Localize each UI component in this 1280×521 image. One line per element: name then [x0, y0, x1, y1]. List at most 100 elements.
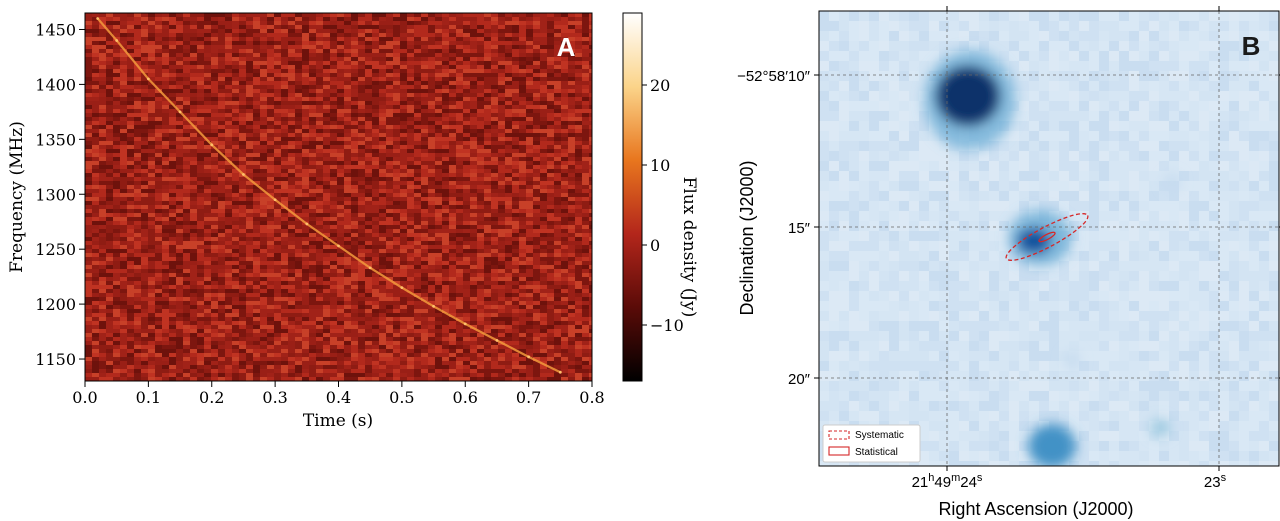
waterfall-pixel	[197, 189, 204, 193]
waterfall-pixel	[400, 209, 407, 213]
waterfall-pixel	[540, 17, 547, 21]
waterfall-pixel	[477, 197, 484, 201]
waterfall-pixel	[365, 129, 372, 133]
waterfall-pixel	[197, 173, 204, 177]
waterfall-pixel	[435, 265, 442, 269]
waterfall-pixel	[407, 45, 414, 49]
waterfall-pixel	[253, 149, 260, 153]
waterfall-pixel	[141, 165, 148, 169]
waterfall-pixel	[519, 225, 526, 229]
waterfall-pixel	[519, 185, 526, 189]
waterfall-pixel	[190, 41, 197, 45]
waterfall-pixel	[190, 141, 197, 145]
waterfall-pixel	[190, 17, 197, 21]
waterfall-pixel	[295, 33, 302, 37]
waterfall-pixel	[302, 205, 309, 209]
waterfall-pixel	[358, 165, 365, 169]
waterfall-pixel	[414, 281, 421, 285]
waterfall-pixel	[309, 281, 316, 285]
waterfall-pixel	[463, 269, 470, 273]
waterfall-pixel	[176, 189, 183, 193]
waterfall-pixel	[589, 77, 592, 81]
waterfall-pixel	[148, 77, 155, 81]
waterfall-pixel	[267, 85, 274, 89]
waterfall-pixel	[253, 13, 260, 17]
waterfall-pixel	[183, 53, 190, 57]
waterfall-pixel	[547, 225, 554, 229]
waterfall-pixel	[225, 25, 232, 29]
waterfall-pixel	[85, 173, 92, 177]
waterfall-pixel	[190, 29, 197, 33]
waterfall-pixel	[176, 85, 183, 89]
waterfall-pixel	[484, 65, 491, 69]
waterfall-pixel	[148, 257, 155, 261]
waterfall-pixel	[148, 65, 155, 69]
waterfall-pixel	[302, 273, 309, 277]
waterfall-pixel	[302, 137, 309, 141]
waterfall-pixel	[127, 225, 134, 229]
waterfall-pixel	[512, 125, 519, 129]
waterfall-pixel	[547, 45, 554, 49]
waterfall-pixel	[449, 65, 456, 69]
waterfall-pixel	[134, 261, 141, 265]
waterfall-pixel	[92, 189, 99, 193]
waterfall-pixel	[491, 173, 498, 177]
waterfall-pixel	[211, 177, 218, 181]
waterfall-pixel	[162, 149, 169, 153]
waterfall-pixel	[85, 225, 92, 229]
waterfall-pixel	[204, 97, 211, 101]
waterfall-pixel	[85, 161, 92, 165]
waterfall-pixel	[295, 117, 302, 121]
waterfall-pixel	[421, 45, 428, 49]
waterfall-pixel	[407, 137, 414, 141]
waterfall-pixel	[197, 241, 204, 245]
waterfall-pixel	[134, 257, 141, 261]
waterfall-pixel	[456, 197, 463, 201]
waterfall-pixel	[365, 25, 372, 29]
waterfall-pixel	[470, 257, 477, 261]
waterfall-pixel	[498, 117, 505, 121]
waterfall-pixel	[99, 281, 106, 285]
waterfall-pixel	[113, 237, 120, 241]
waterfall-pixel	[155, 257, 162, 261]
waterfall-pixel	[428, 257, 435, 261]
waterfall-pixel	[323, 269, 330, 273]
waterfall-pixel	[281, 113, 288, 117]
waterfall-pixel	[561, 17, 568, 21]
waterfall-pixel	[113, 169, 120, 173]
waterfall-pixel	[127, 129, 134, 133]
waterfall-pixel	[169, 129, 176, 133]
waterfall-pixel	[526, 61, 533, 65]
waterfall-pixel	[344, 213, 351, 217]
waterfall-pixel	[561, 129, 568, 133]
waterfall-pixel	[211, 157, 218, 161]
waterfall-pixel	[400, 125, 407, 129]
waterfall-pixel	[141, 229, 148, 233]
waterfall-pixel	[344, 25, 351, 29]
waterfall-pixel	[190, 209, 197, 213]
waterfall-pixel	[99, 149, 106, 153]
waterfall-pixel	[281, 93, 288, 97]
waterfall-pixel	[407, 257, 414, 261]
waterfall-pixel	[337, 17, 344, 21]
waterfall-pixel	[316, 185, 323, 189]
waterfall-pixel	[519, 133, 526, 137]
waterfall-pixel	[253, 25, 260, 29]
waterfall-pixel	[477, 229, 484, 233]
waterfall-pixel	[498, 89, 505, 93]
waterfall-pixel	[176, 141, 183, 145]
waterfall-pixel	[162, 121, 169, 125]
waterfall-pixel	[267, 49, 274, 53]
waterfall-pixel	[582, 61, 589, 65]
waterfall-pixel	[365, 61, 372, 65]
waterfall-pixel	[141, 249, 148, 253]
waterfall-pixel	[484, 81, 491, 85]
waterfall-pixel	[400, 45, 407, 49]
waterfall-pixel	[113, 125, 120, 129]
waterfall-pixel	[176, 201, 183, 205]
waterfall-pixel	[162, 221, 169, 225]
waterfall-pixel	[197, 153, 204, 157]
waterfall-pixel	[99, 241, 106, 245]
waterfall-pixel	[344, 241, 351, 245]
waterfall-pixel	[141, 225, 148, 229]
